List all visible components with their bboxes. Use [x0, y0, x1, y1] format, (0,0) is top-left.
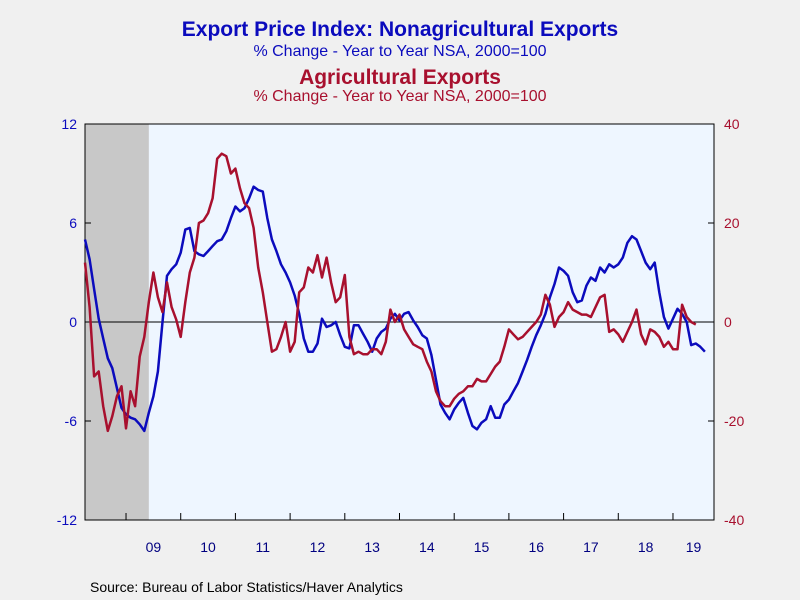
left-axis-tick-label: 12: [61, 116, 77, 132]
right-axis-tick-label: 0: [724, 314, 732, 330]
x-axis-tick-label: 11: [255, 539, 270, 555]
source-note: Source: Bureau of Labor Statistics/Haver…: [90, 579, 403, 595]
chart-title: Export Price Index: Nonagricultural Expo…: [181, 18, 619, 41]
x-axis-tick-label: 17: [583, 539, 599, 555]
x-axis-tick-label: 15: [474, 539, 490, 555]
left-axis-tick-label: -12: [57, 512, 77, 528]
left-axis-tick-label: 6: [69, 215, 77, 231]
right-axis-tick-label: -40: [724, 512, 744, 528]
right-axis-tick-label: 40: [724, 116, 740, 132]
x-axis-tick-label: 10: [200, 539, 216, 555]
x-axis-tick-label: 14: [419, 539, 435, 555]
series-line-nonagricultural: [83, 185, 706, 433]
chart-subtitle-nonagricultural: % Change - Year to Year NSA, 2000=100: [253, 43, 547, 60]
chart-subtitle-agricultural: % Change - Year to Year NSA, 2000=100: [253, 88, 547, 105]
x-axis-tick-label: 18: [638, 539, 654, 555]
x-axis-tick-label: 09: [146, 539, 162, 555]
x-axis-tick-label: 16: [528, 539, 544, 555]
right-axis-tick-label: 20: [724, 215, 740, 231]
x-axis-tick-label: 19: [686, 539, 702, 555]
series-line-agricultural: [83, 152, 697, 433]
left-axis-tick-label: -6: [65, 413, 78, 429]
left-axis-tick-label: 0: [69, 314, 77, 330]
x-axis-tick-label: 13: [364, 539, 380, 555]
x-axis-tick-label: 12: [310, 539, 326, 555]
right-axis-tick-label: -20: [724, 413, 744, 429]
chart-title-agricultural: Agricultural Exports: [299, 66, 501, 89]
